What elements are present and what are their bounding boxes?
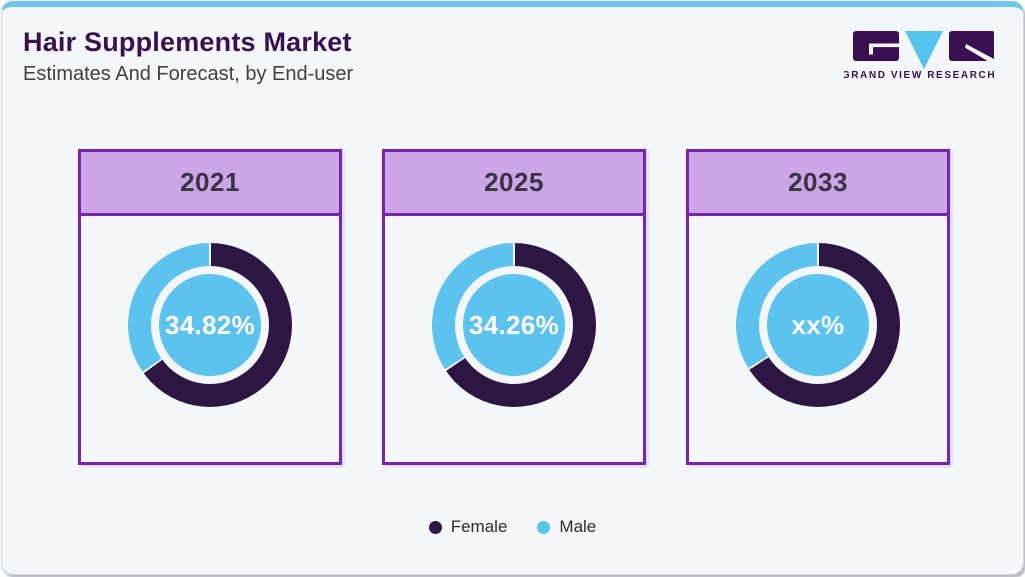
- donut-chart-2021: 34.82%: [128, 243, 292, 407]
- donut-chart-2025: 34.26%: [432, 243, 596, 407]
- card-2033-year-label: 2033: [788, 167, 848, 197]
- card-2025-header: 2025: [385, 152, 643, 216]
- card-2025-year-label: 2025: [484, 167, 544, 197]
- header: Hair Supplements Market Estimates And Fo…: [23, 27, 353, 86]
- card-2033-body: xx%: [689, 216, 947, 459]
- grand-view-research-logo: GRAND VIEW RESEARCH: [844, 31, 994, 81]
- card-2033: 2033 xx%: [686, 149, 950, 465]
- donut-center-badge: 34.26%: [463, 274, 565, 376]
- donut-cards: 2021 34.82% 2025 34.26%: [78, 149, 950, 465]
- donut-center-value: 34.82%: [165, 309, 255, 340]
- legend: Female Male: [2, 517, 1023, 537]
- card-2021-header: 2021: [81, 152, 339, 216]
- donut-center-value: 34.26%: [469, 309, 559, 340]
- card-2025: 2025 34.26%: [382, 149, 646, 465]
- card-2033-header: 2033: [689, 152, 947, 216]
- page-subtitle: Estimates And Forecast, by End-user: [23, 63, 354, 85]
- page-title: Hair Supplements Market: [23, 27, 352, 57]
- donut-center-badge: xx%: [767, 274, 869, 376]
- legend-item-male: Male: [537, 517, 596, 537]
- logo-brand-text: GRAND VIEW RESEARCH: [844, 70, 994, 81]
- card-2021-body: 34.82%: [81, 216, 339, 459]
- female-legend-dot-icon: [428, 520, 442, 534]
- gvr-mark-icon: [853, 31, 994, 69]
- donut-chart-2033: xx%: [736, 243, 900, 407]
- card-2025-body: 34.26%: [385, 216, 643, 459]
- legend-label-female: Female: [450, 517, 508, 536]
- legend-item-female: Female: [428, 517, 508, 537]
- donut-center-badge: 34.82%: [159, 274, 261, 376]
- card-2021: 2021 34.82%: [78, 149, 342, 465]
- donut-center-value: xx%: [791, 309, 845, 340]
- card-2021-year-label: 2021: [180, 167, 240, 197]
- male-legend-dot-icon: [537, 520, 551, 534]
- legend-label-male: Male: [559, 517, 597, 536]
